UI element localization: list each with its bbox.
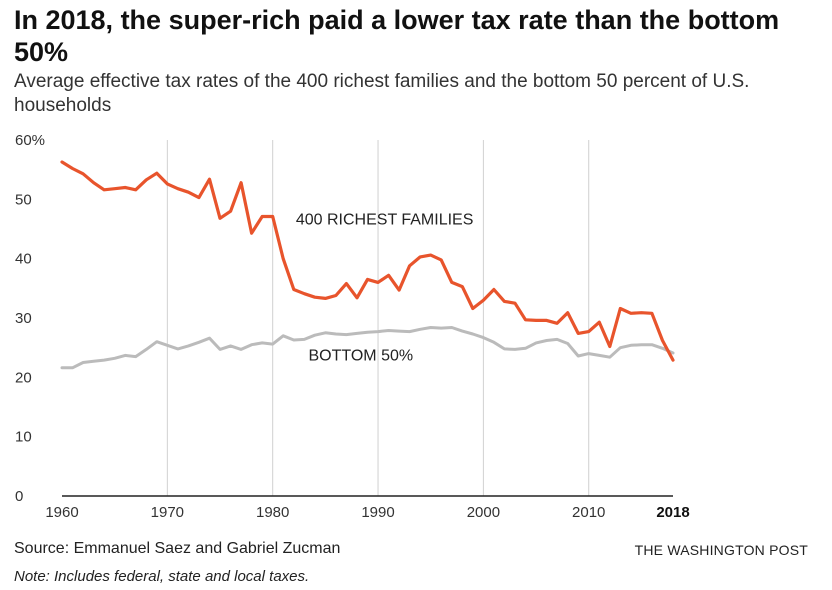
y-tick-label-50: 50 [15, 191, 32, 208]
x-tick-label-2010: 2010 [572, 504, 605, 521]
axes: 0 10 20 30 40 50 60% 1960 1970 1980 1990 2000 2010 20… [15, 132, 690, 521]
y-tick-label-40: 40 [15, 251, 32, 268]
x-tick-label-1960: 1960 [45, 504, 78, 521]
y-tick-label-20: 20 [15, 369, 32, 386]
chart-subtitle: Average effective tax rates of the 400 r… [14, 71, 750, 116]
series-labels: 400 RICHEST FAMILIES BOTTOM 50% [296, 211, 474, 364]
series-line-bottom-50 [60, 326, 675, 370]
x-tick-label-2018: 2018 [656, 504, 689, 521]
y-tick-label-60: 60% [15, 132, 45, 149]
series-lines [60, 160, 675, 370]
series-label-400-richest-families: 400 RICHEST FAMILIES [296, 211, 474, 228]
x-tick-label-1990: 1990 [361, 504, 394, 521]
series-line-400-richest-families [60, 160, 675, 362]
x-tick-label-1980: 1980 [256, 504, 289, 521]
chart-title: In 2018, the super-rich paid a lower tax… [14, 5, 780, 67]
y-tick-label-30: 30 [15, 310, 32, 327]
line-chart: 0 10 20 30 40 50 60% 1960 1970 1980 1990 2000 2010 20… [15, 132, 690, 521]
x-tick-label-1970: 1970 [151, 504, 184, 521]
grid-lines [166, 140, 590, 496]
x-tick-label-2000: 2000 [467, 504, 500, 521]
source-text: Source: Emmanuel Saez and Gabriel Zucman [14, 540, 341, 557]
series-label-bottom-50: BOTTOM 50% [308, 348, 413, 365]
footnote: Note: Includes federal, state and local … [14, 568, 310, 585]
publisher-credit: THE WASHINGTON POST [634, 542, 808, 558]
y-tick-label-0: 0 [15, 488, 23, 505]
y-tick-label-10: 10 [15, 429, 32, 446]
